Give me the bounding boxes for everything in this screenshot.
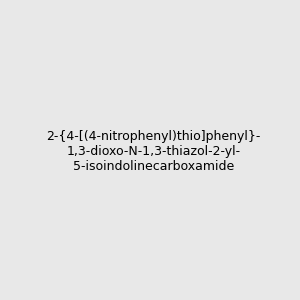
Text: 2-{4-[(4-nitrophenyl)thio]phenyl}-
1,3-dioxo-N-1,3-thiazol-2-yl-
5-isoindolineca: 2-{4-[(4-nitrophenyl)thio]phenyl}- 1,3-d… — [46, 130, 261, 173]
